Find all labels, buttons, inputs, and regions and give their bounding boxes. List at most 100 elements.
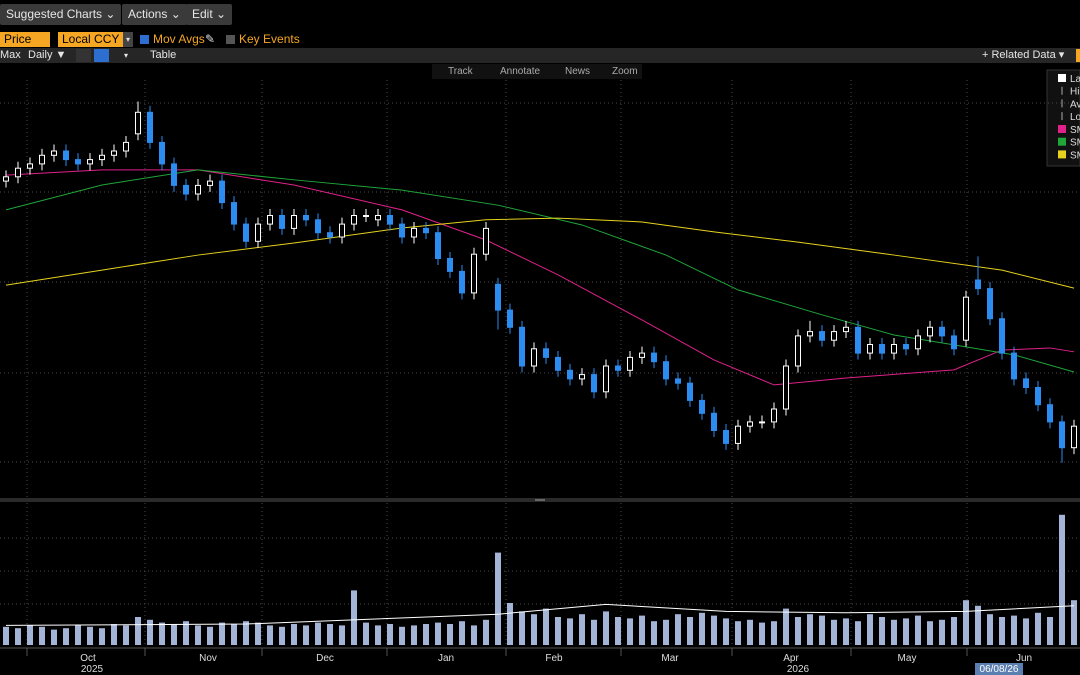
candle-icon[interactable]	[94, 49, 109, 62]
volume-bar	[795, 617, 801, 645]
candle-body	[195, 184, 201, 195]
volume-bar	[327, 624, 333, 645]
range[interactable]: Max	[0, 49, 21, 61]
menu-button[interactable]: Edit ⌄	[186, 4, 233, 25]
volume-bar	[711, 615, 717, 645]
candle-body	[87, 159, 93, 165]
candle-body	[939, 326, 945, 337]
volume-bar	[591, 619, 597, 645]
label: Actions	[128, 7, 168, 21]
volume-bar	[411, 625, 417, 645]
legend-label: Av	[1070, 99, 1080, 110]
dropdown[interactable]: ▾	[124, 51, 129, 60]
volume-bar	[3, 626, 9, 645]
candle-body	[831, 331, 837, 341]
mov-avgs[interactable]: Mov Avgs	[153, 32, 205, 46]
track[interactable]: Track	[448, 66, 473, 77]
volume-bar	[1059, 514, 1065, 645]
legend-swatch	[1058, 74, 1066, 82]
candle-body	[471, 253, 477, 294]
currency-field[interactable]: Local CCY	[58, 32, 123, 47]
candle-body	[783, 365, 789, 410]
volume-bar	[867, 614, 873, 645]
legend-swatch	[1058, 150, 1066, 159]
candle-body	[687, 382, 693, 401]
candle-body	[63, 150, 69, 161]
legend-label: SM	[1070, 150, 1080, 161]
x-tick-label: Dec	[316, 653, 334, 664]
volume-bar	[483, 619, 489, 645]
volume-bar	[723, 618, 729, 645]
related-data[interactable]: + Related Data ▾	[982, 49, 1065, 61]
volume-bar	[639, 615, 645, 645]
candle-body	[987, 288, 993, 320]
volume-bar	[747, 619, 753, 645]
candle-body	[867, 344, 873, 354]
label: Related Data	[991, 49, 1056, 61]
candle-body	[387, 215, 393, 225]
candle-body	[423, 227, 429, 234]
volume-bar	[1011, 615, 1017, 645]
legend-swatch	[1058, 137, 1066, 146]
legend-swatch	[1058, 125, 1066, 133]
volume-bar	[675, 614, 681, 645]
volume-bar	[351, 590, 357, 645]
candle-body	[447, 258, 453, 272]
volume-bar	[27, 625, 33, 645]
checkbox[interactable]	[140, 35, 149, 44]
cursor-date: 06/08/26	[980, 664, 1019, 675]
volume-bar	[555, 617, 561, 645]
candle-body	[963, 296, 969, 341]
moving-average	[5, 169, 1075, 373]
candle-body	[771, 408, 777, 423]
legend-label: SM	[1070, 138, 1080, 149]
volume-bar	[207, 626, 213, 645]
x-tick-label: Apr	[783, 653, 799, 664]
volume-bar	[243, 621, 249, 645]
volume-bar	[375, 625, 381, 645]
price-field[interactable]: Price	[0, 32, 50, 47]
volume-bar	[531, 614, 537, 645]
volume-bar	[363, 622, 369, 645]
menu-button[interactable]: Suggested Charts ⌄	[0, 4, 122, 25]
candle-body	[495, 283, 501, 311]
line-icon[interactable]	[76, 49, 91, 62]
candle-body	[915, 335, 921, 350]
zoom[interactable]: Zoom	[612, 66, 638, 77]
news[interactable]: News	[565, 66, 591, 77]
year-label: 2026	[787, 664, 810, 675]
dropdown[interactable]: ▾	[123, 32, 133, 47]
candle-body	[1047, 404, 1053, 423]
candle-body	[147, 111, 153, 143]
cursor-date-box	[975, 663, 1023, 675]
candle-body	[507, 309, 513, 328]
candle-body	[483, 227, 489, 255]
candle-body	[603, 365, 609, 393]
volume-bar	[279, 626, 285, 645]
volume-bar	[291, 624, 297, 645]
candle-body	[231, 202, 237, 225]
key-events[interactable]: Key Events	[239, 32, 300, 46]
checkbox[interactable]	[226, 35, 235, 44]
volume-bar	[807, 614, 813, 645]
volume-bar	[519, 611, 525, 645]
volume-bar	[303, 625, 309, 645]
volume-bar	[891, 619, 897, 645]
candle-body	[435, 232, 441, 259]
x-tick-label: Jun	[1016, 653, 1032, 664]
menu-button[interactable]: Actions ⌄	[122, 4, 187, 25]
annotate[interactable]: Annotate	[500, 66, 541, 77]
candle-body	[759, 421, 765, 424]
table[interactable]: Table	[150, 49, 177, 61]
candle-body	[111, 150, 117, 156]
label: Edit	[192, 7, 213, 21]
edit-icon[interactable]: ✎	[205, 32, 216, 46]
candle-body	[615, 365, 621, 371]
candle-body	[135, 111, 141, 135]
volume-bar	[99, 628, 105, 645]
candle-body	[891, 344, 897, 354]
volume-bar	[615, 617, 621, 645]
candle-body	[819, 331, 825, 341]
frequency[interactable]: Daily ▼	[28, 49, 67, 61]
